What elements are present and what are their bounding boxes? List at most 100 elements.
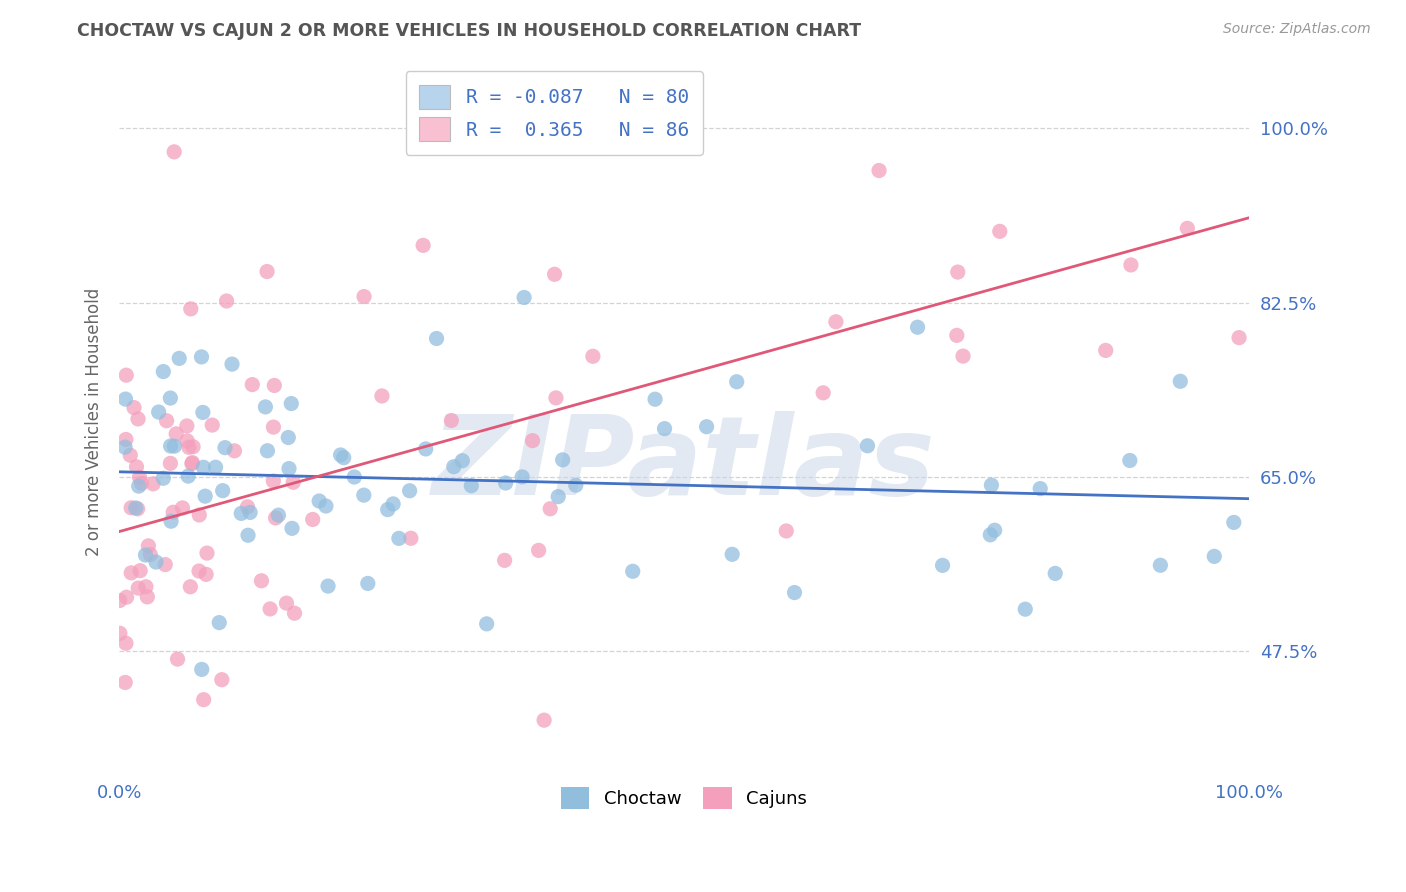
Point: [775, 524, 797, 538]
Point: [190, 662, 212, 676]
Point: [533, 713, 555, 727]
Point: [979, 528, 1001, 542]
Point: [721, 547, 744, 561]
Point: [510, 470, 533, 484]
Point: [194, 489, 217, 503]
Point: [1204, 549, 1226, 564]
Point: [191, 405, 214, 419]
Point: [181, 440, 204, 454]
Point: [357, 576, 380, 591]
Point: [329, 448, 352, 462]
Point: [353, 488, 375, 502]
Point: [166, 652, 188, 666]
Point: [856, 439, 879, 453]
Point: [382, 497, 405, 511]
Point: [155, 414, 177, 428]
Point: [152, 365, 174, 379]
Point: [264, 511, 287, 525]
Point: [316, 579, 339, 593]
Point: [114, 392, 136, 406]
Point: [301, 512, 323, 526]
Y-axis label: 2 or more Vehicles in Household: 2 or more Vehicles in Household: [86, 288, 103, 556]
Point: [208, 615, 231, 630]
Point: [159, 456, 181, 470]
Point: [139, 548, 162, 562]
Point: [128, 470, 150, 484]
Point: [124, 500, 146, 515]
Point: [108, 593, 131, 607]
Point: [543, 268, 565, 282]
Point: [276, 596, 298, 610]
Point: [176, 434, 198, 448]
Point: [494, 553, 516, 567]
Point: [283, 606, 305, 620]
Point: [262, 474, 284, 488]
Point: [825, 315, 848, 329]
Point: [277, 430, 299, 444]
Point: [527, 543, 550, 558]
Point: [983, 523, 1005, 537]
Point: [127, 581, 149, 595]
Point: [125, 459, 148, 474]
Point: [165, 426, 187, 441]
Point: [108, 626, 131, 640]
Point: [946, 328, 969, 343]
Point: [980, 478, 1002, 492]
Point: [868, 163, 890, 178]
Point: [221, 357, 243, 371]
Point: [278, 461, 301, 475]
Point: [167, 351, 190, 366]
Point: [551, 453, 574, 467]
Point: [399, 531, 422, 545]
Point: [176, 419, 198, 434]
Point: [644, 392, 666, 407]
Point: [120, 448, 142, 462]
Point: [1094, 343, 1116, 358]
Point: [231, 507, 253, 521]
Point: [1014, 602, 1036, 616]
Point: [343, 470, 366, 484]
Point: [1119, 258, 1142, 272]
Point: [127, 501, 149, 516]
Point: [159, 439, 181, 453]
Point: [193, 460, 215, 475]
Point: [725, 375, 748, 389]
Point: [475, 616, 498, 631]
Point: [211, 673, 233, 687]
Point: [155, 558, 177, 572]
Point: [353, 289, 375, 303]
Point: [159, 391, 181, 405]
Point: [162, 505, 184, 519]
Point: [696, 419, 718, 434]
Point: [425, 331, 447, 345]
Point: [946, 265, 969, 279]
Point: [281, 521, 304, 535]
Point: [120, 566, 142, 580]
Point: [236, 500, 259, 514]
Point: [280, 396, 302, 410]
Point: [135, 580, 157, 594]
Point: [262, 420, 284, 434]
Point: [195, 567, 218, 582]
Point: [115, 636, 138, 650]
Point: [1149, 558, 1171, 573]
Point: [1223, 516, 1246, 530]
Text: Source: ZipAtlas.com: Source: ZipAtlas.com: [1223, 22, 1371, 37]
Point: [239, 505, 262, 519]
Point: [114, 675, 136, 690]
Point: [377, 502, 399, 516]
Point: [193, 692, 215, 706]
Point: [115, 433, 138, 447]
Point: [259, 602, 281, 616]
Point: [495, 475, 517, 490]
Point: [195, 546, 218, 560]
Point: [201, 418, 224, 433]
Point: [148, 405, 170, 419]
Text: ZIPatlas: ZIPatlas: [432, 411, 936, 518]
Point: [152, 471, 174, 485]
Point: [177, 469, 200, 483]
Point: [190, 350, 212, 364]
Point: [180, 457, 202, 471]
Point: [564, 478, 586, 492]
Point: [1119, 453, 1142, 467]
